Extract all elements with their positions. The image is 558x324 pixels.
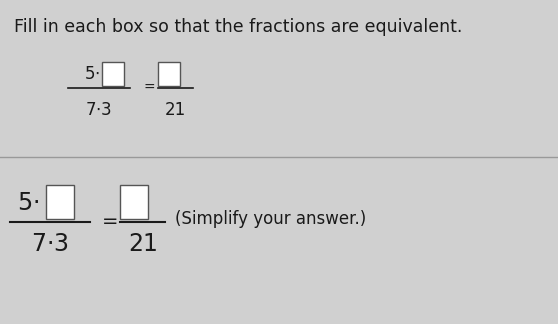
Text: 21: 21 — [165, 101, 186, 119]
Bar — [102, 62, 124, 86]
Text: $5{\cdot}$: $5{\cdot}$ — [84, 65, 100, 83]
Text: $7{\cdot}3$: $7{\cdot}3$ — [31, 232, 69, 256]
Bar — [46, 185, 74, 219]
Text: $=$: $=$ — [98, 210, 118, 228]
Text: $5{\cdot}$: $5{\cdot}$ — [17, 191, 39, 215]
Text: 21: 21 — [128, 232, 158, 256]
Text: Fill in each box so that the fractions are equivalent.: Fill in each box so that the fractions a… — [14, 18, 463, 36]
Bar — [120, 185, 148, 219]
Text: (Simplify your answer.): (Simplify your answer.) — [175, 210, 366, 228]
Bar — [158, 62, 180, 86]
Text: $7{\cdot}3$: $7{\cdot}3$ — [85, 101, 113, 119]
Text: $=$: $=$ — [141, 79, 156, 93]
